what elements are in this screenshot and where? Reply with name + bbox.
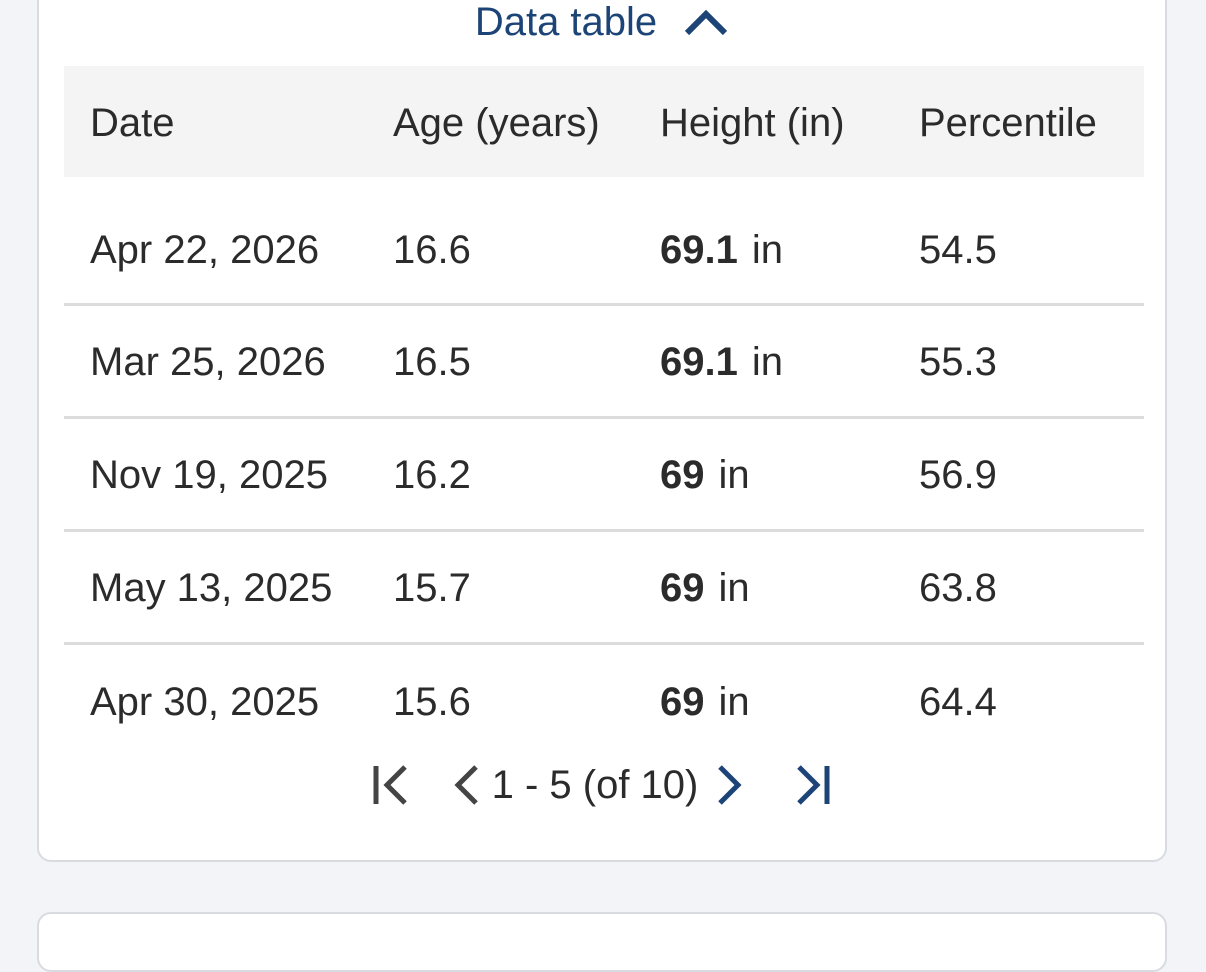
height-value: 69: [660, 566, 705, 610]
table-row: Mar 25, 2026 16.5 69.1 in 55.3: [64, 306, 1144, 419]
height-value: 69: [660, 680, 705, 724]
cell-age: 16.2: [393, 453, 471, 497]
height-unit: in: [751, 228, 783, 272]
cell-height: 69 in: [660, 568, 750, 608]
height-value: 69.1: [660, 228, 738, 272]
cell-percentile: 64.4: [919, 680, 997, 724]
cell-age: 15.7: [393, 566, 471, 610]
cell-height: 69 in: [660, 682, 750, 722]
cell-age: 16.6: [393, 228, 471, 272]
cell-date: Mar 25, 2026: [90, 340, 326, 384]
last-page-icon: [797, 765, 830, 805]
data-table-toggle[interactable]: Data table: [39, 0, 1165, 62]
data-table-toggle-label: Data table: [474, 0, 658, 44]
height-value: 69.1: [660, 340, 738, 384]
cell-date: May 13, 2025: [90, 566, 333, 610]
next-card: [37, 912, 1167, 972]
cell-date: Apr 22, 2026: [90, 228, 320, 272]
cell-height: 69.1 in: [660, 342, 783, 382]
height-unit: in: [718, 680, 750, 724]
last-page-button[interactable]: [794, 760, 832, 810]
next-page-button[interactable]: [716, 760, 742, 810]
height-unit: in: [751, 340, 783, 384]
height-unit: in: [718, 453, 750, 497]
first-page-icon: [373, 765, 407, 805]
table-row: Nov 19, 2025 16.2 69 in 56.9: [64, 419, 1144, 532]
height-unit: in: [718, 566, 750, 610]
table-header-row: Date Age (years) Height (in) Percentile: [64, 66, 1144, 177]
chevron-up-icon: [683, 7, 729, 37]
table-row: Apr 30, 2025 15.6 69 in 64.4: [64, 645, 1144, 755]
chevron-left-icon: [454, 765, 478, 805]
pagination: 1 - 5 (of 10): [39, 755, 1165, 815]
table-row: Apr 22, 2026 16.6 69.1 in 54.5: [64, 177, 1144, 306]
column-header-height: Height (in): [660, 101, 845, 145]
cell-age: 15.6: [393, 680, 471, 724]
cell-age: 16.5: [393, 340, 471, 384]
column-header-percentile: Percentile: [919, 101, 1097, 145]
cell-percentile: 54.5: [919, 228, 997, 272]
previous-page-button[interactable]: [454, 760, 480, 810]
pagination-range: 1 - 5 (of 10): [491, 763, 699, 807]
table-row: May 13, 2025 15.7 69 in 63.8: [64, 532, 1144, 645]
cell-percentile: 56.9: [919, 453, 997, 497]
cell-date: Apr 30, 2025: [90, 680, 320, 724]
column-header-age: Age (years): [393, 101, 600, 145]
cell-percentile: 63.8: [919, 566, 997, 610]
height-value: 69: [660, 453, 705, 497]
cell-date: Nov 19, 2025: [90, 453, 328, 497]
first-page-button[interactable]: [372, 760, 410, 810]
cell-height: 69.1 in: [660, 230, 783, 270]
cell-percentile: 55.3: [919, 340, 997, 384]
column-header-date: Date: [90, 101, 175, 145]
data-table: Date Age (years) Height (in) Percentile …: [64, 66, 1144, 755]
data-table-card: Data table Date Age (years) Height (in) …: [37, 0, 1167, 862]
cell-height: 69 in: [660, 455, 750, 495]
chevron-right-icon: [718, 765, 742, 805]
